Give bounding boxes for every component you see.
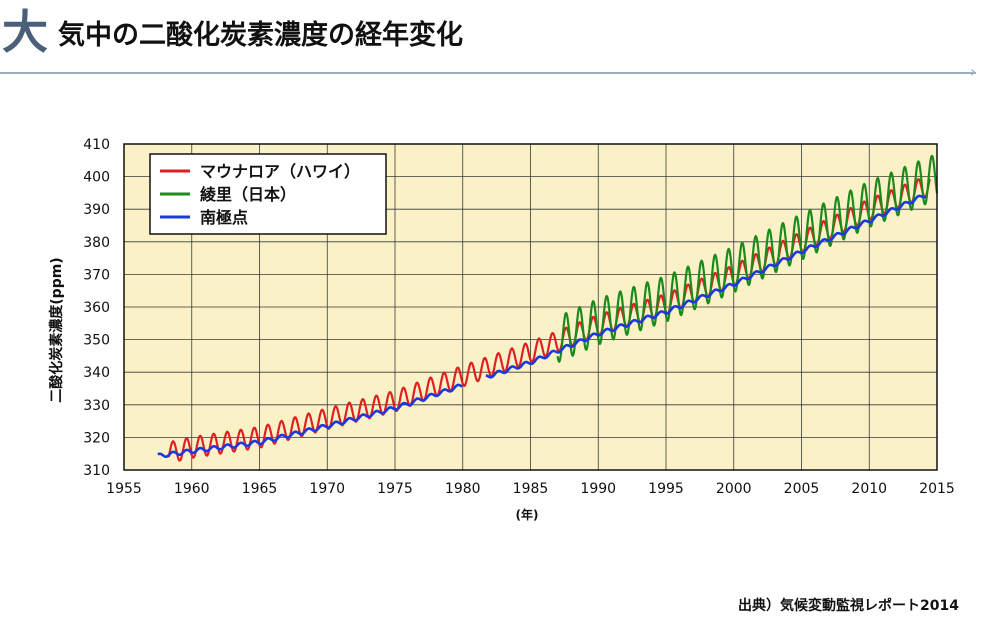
y-tick-label: 320 — [83, 430, 110, 446]
y-tick-label: 360 — [83, 300, 110, 316]
arrow-right-icon: › — [970, 62, 977, 81]
x-tick-label: 1985 — [513, 481, 549, 497]
x-tick-label: 1970 — [309, 481, 345, 497]
source-note: 出典）気候変動監視レポート2014 — [738, 598, 959, 614]
title-initial: 大 — [2, 5, 48, 59]
y-tick-label: 330 — [83, 398, 110, 414]
y-tick-label: 380 — [83, 235, 110, 251]
header: 大 気中の二酸化炭素濃度の経年変化 › — [0, 0, 989, 81]
series-lines — [157, 154, 939, 462]
x-tick-label: 1995 — [648, 481, 684, 497]
y-tick-label: 410 — [83, 137, 110, 153]
header-rule — [0, 72, 976, 74]
x-axis-label: (年) — [516, 507, 539, 522]
x-tick-label: 2000 — [716, 481, 752, 497]
series-line-south-pole — [157, 383, 463, 459]
y-tick-label: 350 — [83, 333, 110, 349]
x-tick-labels: 1955 1960 1965 1970 1975 1980 1985 1990 1995 2000… — [106, 481, 955, 497]
x-tick-label: 1990 — [580, 481, 616, 497]
legend: マウナロア（ハワイ） 綾里（日本） 南極点 — [149, 153, 387, 235]
y-tick-label: 370 — [83, 267, 110, 283]
x-tick-label: 1955 — [106, 481, 142, 497]
x-tick-label: 2015 — [919, 481, 955, 497]
legend-label: 南極点 — [200, 208, 248, 227]
page-title: 気中の二酸化炭素濃度の経年変化 — [58, 20, 463, 51]
y-tick-label: 390 — [83, 202, 110, 218]
y-axis-label: 二酸化炭素濃度(ppm) — [48, 257, 65, 402]
x-tick-label: 2010 — [851, 481, 887, 497]
legend-label: マウナロア（ハワイ） — [200, 162, 360, 181]
x-tick-label: 1965 — [242, 481, 278, 497]
series-line-south-pole — [485, 194, 927, 379]
y-tick-label: 400 — [83, 170, 110, 186]
y-tick-labels: 310 320 330 340 350 360 370 380 390 400 410 — [83, 137, 110, 479]
plot-frame — [123, 143, 938, 471]
x-tick-label: 2005 — [784, 481, 820, 497]
y-tick-label: 340 — [83, 365, 110, 381]
x-tick-label: 1975 — [377, 481, 413, 497]
y-tick-label: 310 — [83, 463, 110, 479]
legend-label: 綾里（日本） — [200, 185, 296, 204]
x-tick-label: 1980 — [445, 481, 481, 497]
x-tick-label: 1960 — [174, 481, 210, 497]
